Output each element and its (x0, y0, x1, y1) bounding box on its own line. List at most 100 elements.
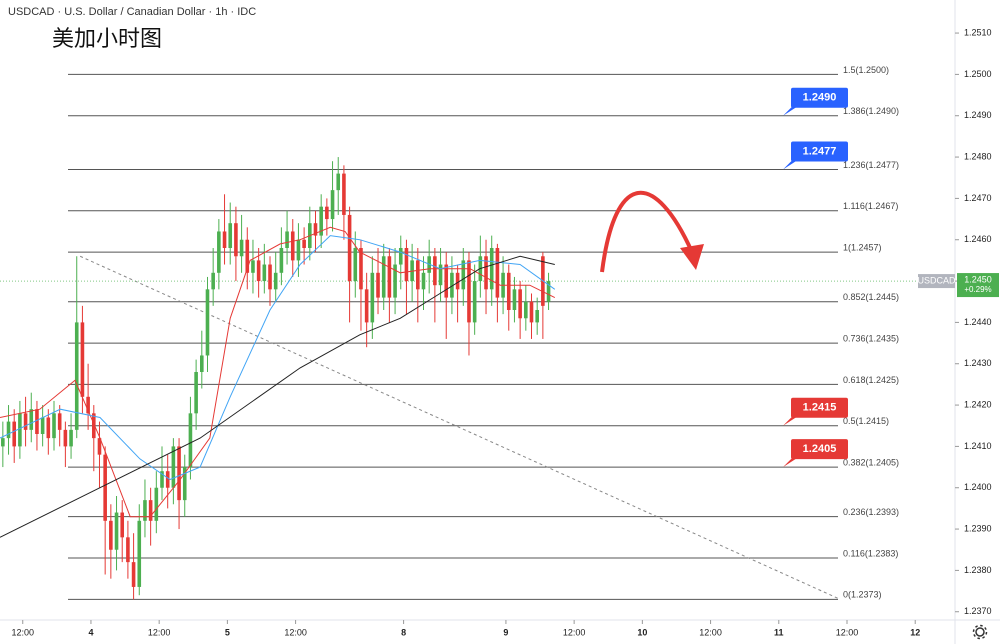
moving-average (0, 226, 556, 518)
candle-body (302, 239, 306, 248)
price-tag: 1.2477 (783, 141, 848, 170)
candle-body (467, 260, 471, 323)
candle-body (495, 248, 500, 298)
price-tag-label: 1.2415 (803, 402, 837, 414)
candle-body (512, 289, 517, 310)
moving-average (0, 255, 555, 538)
candle-body (347, 214, 352, 282)
candle-body (245, 239, 250, 273)
candle-body (46, 417, 51, 439)
x-tick-label: 12:00 (11, 627, 34, 637)
candle-body (234, 223, 238, 257)
candle-body (120, 512, 125, 538)
candle-body (211, 272, 215, 290)
chart-title: 美加小时图 (52, 26, 162, 51)
candle-body (251, 260, 255, 273)
candle-body (57, 413, 62, 430)
candle-body (518, 289, 522, 319)
last-price-change: +0.29% (964, 285, 991, 294)
candle-body (148, 500, 153, 521)
candle-body (6, 421, 11, 439)
candle-body (455, 272, 460, 290)
last-price-label: 1.2450 (964, 274, 992, 284)
price-tag-pointer (783, 106, 797, 116)
candle-body (69, 429, 73, 447)
x-tick-label: 5 (225, 627, 230, 637)
candle-body (416, 260, 420, 290)
candle-body (97, 438, 102, 455)
price-tag: 1.2415 (783, 397, 848, 426)
fib-label: 0.618(1.2425) (843, 375, 899, 385)
y-tick-label: 1.2370 (964, 606, 992, 616)
y-tick-label: 1.2390 (964, 523, 992, 533)
candle-body (472, 281, 477, 323)
candle-body (143, 500, 147, 521)
candle-body (296, 239, 301, 261)
x-tick-label: 12:00 (699, 627, 722, 637)
y-tick-label: 1.2500 (964, 69, 992, 79)
candle-body (268, 264, 272, 290)
price-tag-label: 1.2405 (803, 443, 837, 455)
x-tick-label: 12:00 (284, 627, 307, 637)
candle-body (313, 223, 318, 236)
candle-body (484, 256, 488, 290)
candle-body (137, 520, 142, 587)
x-tick-label: 8 (401, 627, 406, 637)
y-tick-label: 1.2490 (964, 110, 992, 120)
y-tick-label: 1.2430 (964, 358, 992, 368)
candle-body (279, 248, 284, 273)
candle-body (239, 239, 244, 257)
candle-body (12, 421, 17, 447)
candle-body (194, 372, 198, 414)
x-tick-label: 12:00 (563, 627, 586, 637)
candle-body (222, 231, 227, 248)
candle-body (63, 429, 68, 447)
fib-label: 1.116(1.2467) (843, 201, 898, 211)
candle-body (131, 562, 136, 587)
candle-body (200, 355, 204, 372)
settings-icon[interactable] (972, 624, 988, 640)
candle-body (433, 256, 437, 286)
candle-body (364, 289, 369, 323)
candle-body (171, 446, 176, 488)
y-tick-label: 1.2410 (964, 441, 992, 451)
candle-body (273, 272, 278, 290)
forecast-arrow (600, 191, 694, 273)
fib-label: 0.736(1.2435) (843, 333, 899, 343)
fib-label: 0.5(1.2415) (843, 416, 889, 426)
price-tag-label: 1.2490 (803, 92, 837, 104)
candle-body (319, 206, 323, 236)
chart-header: USDCAD · U.S. Dollar / Canadian Dollar ·… (8, 6, 256, 18)
candle-body (256, 260, 261, 282)
price-tag-box (791, 141, 848, 162)
candle-body (359, 248, 363, 290)
candle-body (80, 322, 85, 397)
x-tick-label: 10 (637, 627, 647, 637)
candle-body (404, 248, 409, 282)
candle-body (188, 413, 193, 468)
candle-body (182, 467, 187, 501)
x-tick-label: 9 (503, 627, 508, 637)
candle-body (506, 272, 511, 310)
candle-body (353, 248, 358, 282)
price-tag-pointer (783, 160, 797, 170)
candle-body (205, 289, 210, 356)
candle-body (160, 471, 164, 488)
price-tag-box (791, 87, 848, 108)
moving-average (0, 235, 556, 481)
candle-body (228, 223, 233, 248)
candle-body (450, 272, 454, 298)
candle-body (381, 256, 386, 298)
candle-body (336, 173, 341, 191)
candle-body (103, 454, 107, 521)
fib-label: 1.236(1.2477) (843, 160, 899, 170)
candle-body (35, 409, 39, 434)
x-tick-label: 12:00 (148, 627, 171, 637)
x-tick-label: 4 (88, 627, 93, 637)
candle-body (370, 272, 375, 323)
fib-label: 1.5(1.2500) (843, 65, 889, 75)
candle-body (285, 231, 289, 248)
candle-body (393, 264, 397, 298)
candle-body (29, 409, 34, 430)
